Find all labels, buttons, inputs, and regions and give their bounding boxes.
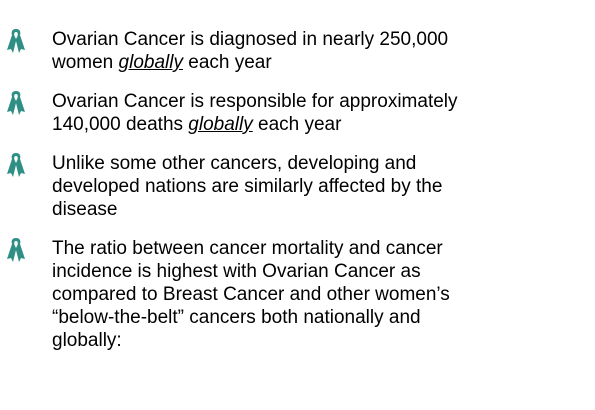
text-segment: developed nations are similarly affected… xyxy=(52,176,443,197)
bullet-text: Ovarian Cancer is responsible for approx… xyxy=(52,90,458,136)
text-segment: Ovarian Cancer is diagnosed in nearly 25… xyxy=(52,29,449,50)
emphasis: globally xyxy=(118,52,183,73)
bullet-text: Unlike some other cancers, developing an… xyxy=(52,152,442,221)
text-line: incidence is highest with Ovarian Cancer… xyxy=(52,260,450,283)
bullet-text: The ratio between cancer mortality and c… xyxy=(52,237,450,352)
text-line: Ovarian Cancer is responsible for approx… xyxy=(52,90,458,113)
text-segment: compared to Breast Cancer and other wome… xyxy=(52,284,450,305)
text-line: Ovarian Cancer is diagnosed in nearly 25… xyxy=(52,28,448,51)
text-segment: 140,000 deaths xyxy=(52,114,189,135)
emphasis: globally xyxy=(188,114,253,135)
text-segment: disease xyxy=(52,199,118,220)
ribbon-icon xyxy=(7,153,25,177)
text-line: “below-the-belt” cancers both nationally… xyxy=(52,306,450,329)
ribbon-icon xyxy=(7,91,25,115)
text-line: globally: xyxy=(52,329,450,352)
text-segment: women xyxy=(52,52,119,73)
text-segment: The ratio between cancer mortality and c… xyxy=(52,238,443,259)
text-line: Unlike some other cancers, developing an… xyxy=(52,152,442,175)
ribbon-icon xyxy=(7,29,25,53)
text-line: developed nations are similarly affected… xyxy=(52,175,442,198)
text-line: 140,000 deaths globally each year xyxy=(52,113,458,136)
text-segment: each year xyxy=(182,52,272,73)
text-segment: incidence is highest with Ovarian Cancer… xyxy=(52,261,421,282)
text-line: disease xyxy=(52,198,442,221)
text-line: The ratio between cancer mortality and c… xyxy=(52,237,450,260)
text-segment: each year xyxy=(252,114,342,135)
ribbon-icon xyxy=(7,238,25,262)
text-segment: “below-the-belt” cancers both nationally… xyxy=(52,307,421,328)
text-segment: globally: xyxy=(52,330,122,351)
text-segment: Ovarian Cancer is responsible for approx… xyxy=(52,91,458,112)
text-line: women globally each year xyxy=(52,51,448,74)
text-segment: Unlike some other cancers, developing an… xyxy=(52,153,417,174)
text-line: compared to Breast Cancer and other wome… xyxy=(52,283,450,306)
bullet-text: Ovarian Cancer is diagnosed in nearly 25… xyxy=(52,28,448,74)
